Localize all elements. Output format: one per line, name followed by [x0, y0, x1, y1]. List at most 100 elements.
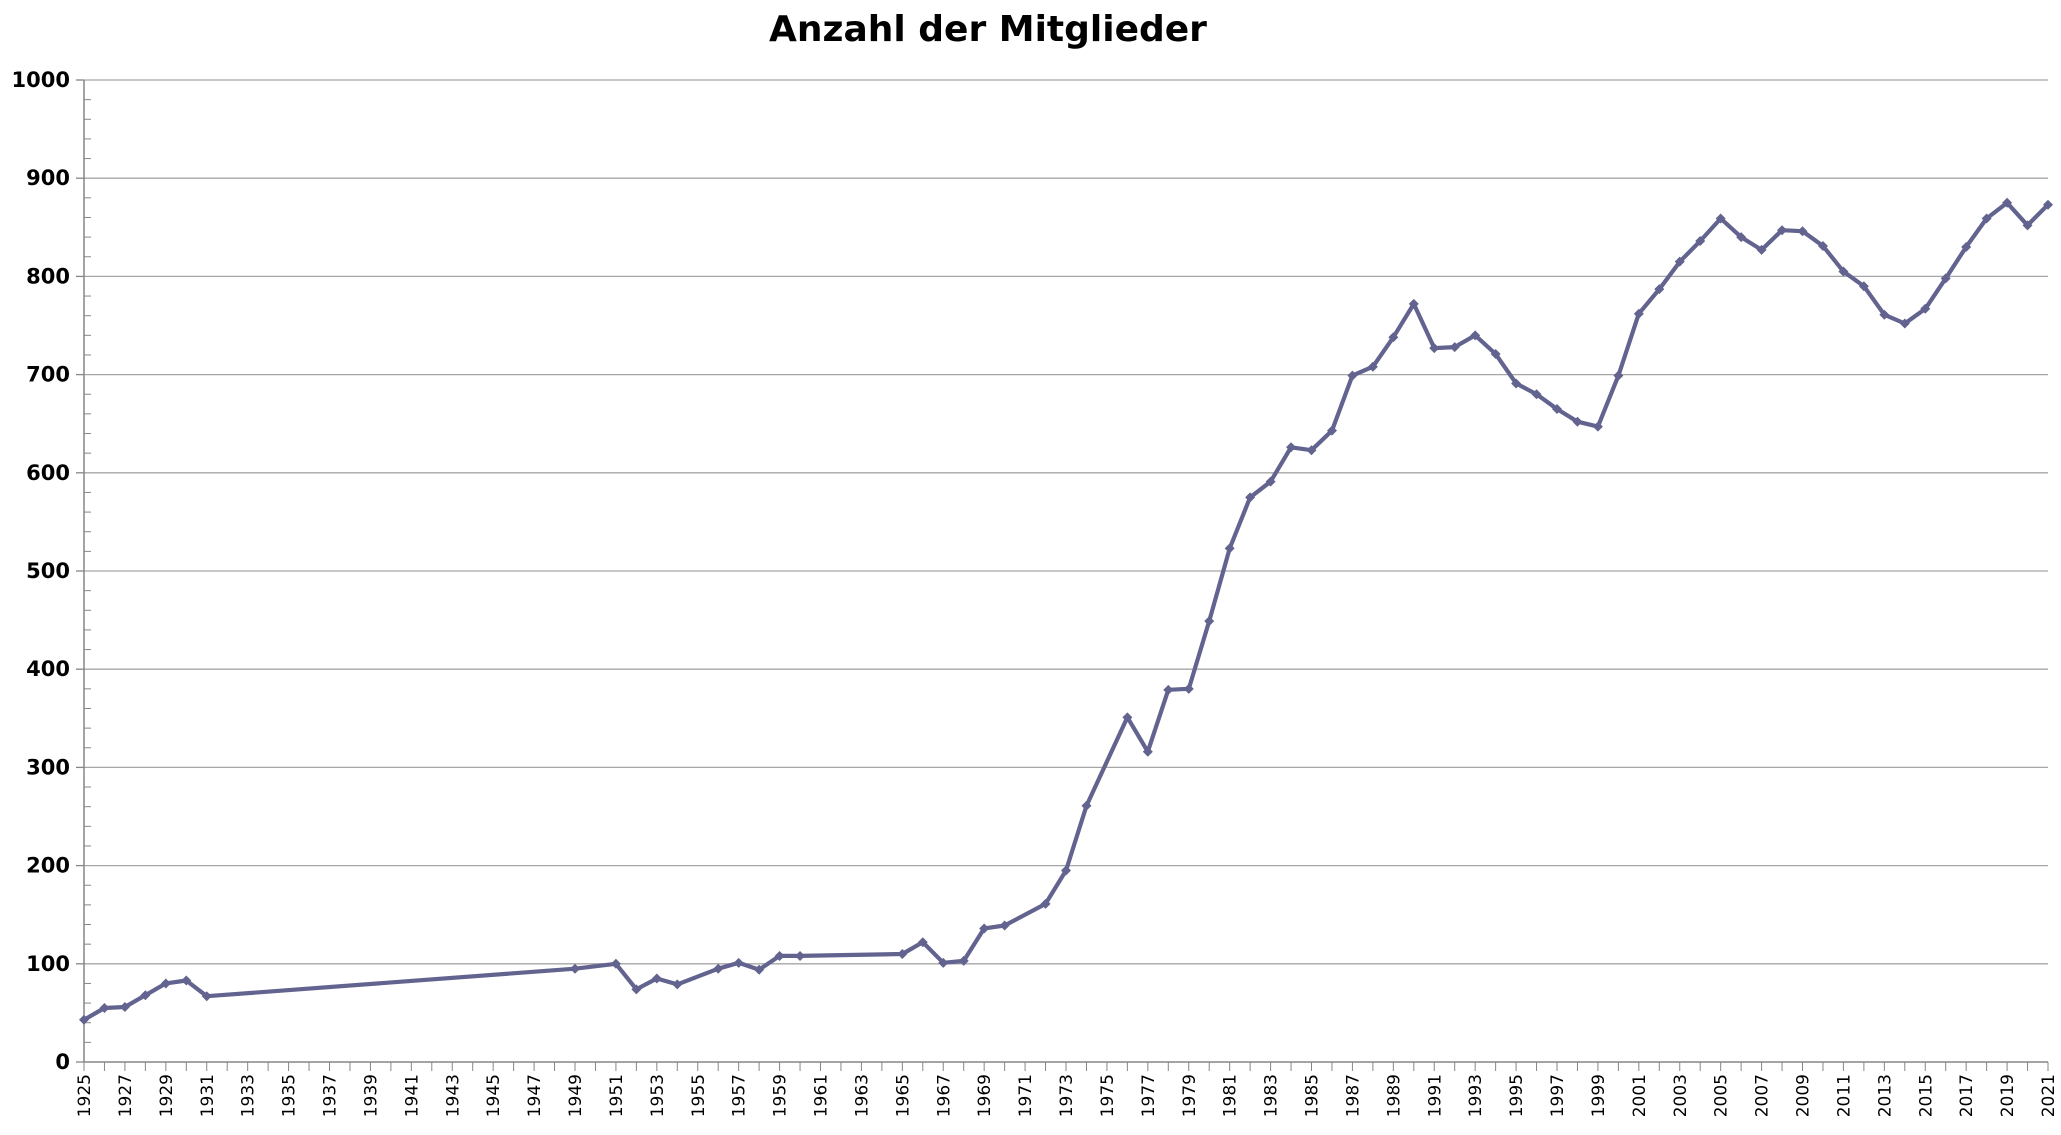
- data-point: [1224, 543, 1235, 554]
- data-point: [1183, 683, 1194, 694]
- x-tick-label: 1931: [198, 1074, 218, 1117]
- data-point: [1961, 241, 1972, 252]
- data-point: [1695, 236, 1706, 247]
- x-tick-label: 1963: [852, 1074, 872, 1117]
- data-point: [1777, 225, 1788, 236]
- x-tick-label: 1985: [1303, 1074, 1323, 1117]
- data-point: [1040, 898, 1051, 909]
- data-point: [1572, 416, 1583, 427]
- x-tick-label: 1947: [525, 1074, 545, 1117]
- x-tick-label: 1939: [361, 1074, 381, 1117]
- x-tick-label: 1977: [1139, 1074, 1159, 1117]
- data-point: [1511, 378, 1522, 389]
- data-point: [1490, 348, 1501, 359]
- data-point: [1592, 421, 1603, 432]
- x-axis: 1925 1927 1929 1931 1933 1935 1937 1939 1941 1943…: [75, 1061, 2059, 1117]
- x-tick-label: 1991: [1425, 1074, 1445, 1117]
- data-point: [733, 957, 744, 968]
- data-point: [1674, 256, 1685, 267]
- data-point: [1204, 616, 1215, 627]
- data-point: [2043, 199, 2053, 210]
- x-tick-label: 1981: [1221, 1074, 1241, 1117]
- data-point: [1756, 244, 1767, 255]
- series-line: [81, 200, 2051, 1022]
- data-point: [999, 920, 1010, 931]
- x-tick-label: 1943: [443, 1074, 463, 1117]
- x-tick-label: 2005: [1712, 1074, 1732, 1117]
- data-point: [754, 964, 765, 975]
- data-point: [1797, 226, 1808, 237]
- y-tick-label: 500: [26, 559, 70, 583]
- data-point: [119, 1002, 130, 1013]
- x-tick-label: 1937: [321, 1074, 341, 1117]
- x-tick-label: 2013: [1875, 1074, 1895, 1117]
- y-tick-label: 900: [26, 166, 70, 190]
- x-tick-label: 1969: [975, 1074, 995, 1117]
- x-tick-label: 1925: [75, 1074, 95, 1117]
- data-point: [631, 984, 642, 995]
- data-point: [1306, 445, 1317, 456]
- data-point: [1552, 403, 1562, 414]
- data-point: [79, 1014, 89, 1025]
- x-tick-label: 1957: [730, 1074, 750, 1117]
- y-tick-label: 700: [26, 363, 70, 387]
- x-tick-label: 2009: [1794, 1074, 1814, 1117]
- x-tick-label: 1967: [934, 1074, 954, 1117]
- data-point: [672, 979, 683, 990]
- x-tick-label: 2007: [1753, 1074, 1773, 1117]
- data-point: [1388, 332, 1399, 343]
- data-point: [1817, 240, 1828, 251]
- y-axis: 0 100 200 300 400 500 600 700 800 900 1000: [12, 68, 91, 1074]
- x-tick-label: 2011: [1834, 1074, 1854, 1117]
- data-point: [774, 950, 785, 961]
- data-point: [1838, 266, 1849, 277]
- data-point: [181, 975, 192, 986]
- data-point: [795, 950, 806, 961]
- x-tick-label: 1989: [1384, 1074, 1404, 1117]
- data-point: [1633, 308, 1644, 319]
- data-point: [651, 973, 662, 984]
- series-group: [79, 197, 2053, 1025]
- x-tick-label: 1999: [1589, 1074, 1609, 1117]
- data-point: [1408, 298, 1419, 309]
- data-point: [1613, 370, 1624, 381]
- y-tick-label: 300: [26, 755, 70, 779]
- x-tick-label: 1961: [812, 1074, 832, 1117]
- x-tick-label: 1993: [1466, 1074, 1486, 1117]
- data-point: [1347, 370, 1358, 381]
- gridlines: [84, 79, 2048, 965]
- data-point: [610, 958, 621, 969]
- data-point: [979, 923, 990, 934]
- x-tick-label: 1973: [1057, 1074, 1077, 1117]
- y-tick-label: 0: [55, 1050, 70, 1074]
- data-point: [1736, 232, 1747, 243]
- data-point: [1326, 425, 1337, 436]
- data-point: [2022, 220, 2033, 231]
- data-point: [1654, 284, 1665, 295]
- x-tick-label: 1941: [402, 1074, 422, 1117]
- x-tick-label: 1995: [1507, 1074, 1527, 1117]
- data-point: [897, 948, 908, 959]
- x-tick-label: 1955: [689, 1074, 709, 1117]
- data-point: [2002, 197, 2013, 208]
- x-tick-label: 1987: [1343, 1074, 1363, 1117]
- chart-title: Anzahl der Mitglieder: [769, 9, 1207, 50]
- y-tick-label: 100: [26, 952, 70, 976]
- x-tick-label: 1979: [1180, 1074, 1200, 1117]
- x-tick-label: 1951: [607, 1074, 627, 1117]
- x-tick-label: 1983: [1262, 1074, 1282, 1117]
- data-point: [140, 990, 151, 1001]
- data-point: [1367, 361, 1378, 372]
- data-point: [201, 991, 212, 1002]
- data-point: [1531, 389, 1542, 400]
- x-tick-label: 1945: [484, 1074, 504, 1117]
- data-point: [1858, 281, 1869, 292]
- data-point: [1879, 309, 1890, 320]
- data-point: [1470, 330, 1481, 341]
- x-tick-label: 1929: [157, 1074, 177, 1117]
- data-point: [1715, 213, 1726, 224]
- data-point: [1920, 303, 1931, 314]
- data-point: [1142, 746, 1153, 757]
- data-point: [713, 963, 724, 974]
